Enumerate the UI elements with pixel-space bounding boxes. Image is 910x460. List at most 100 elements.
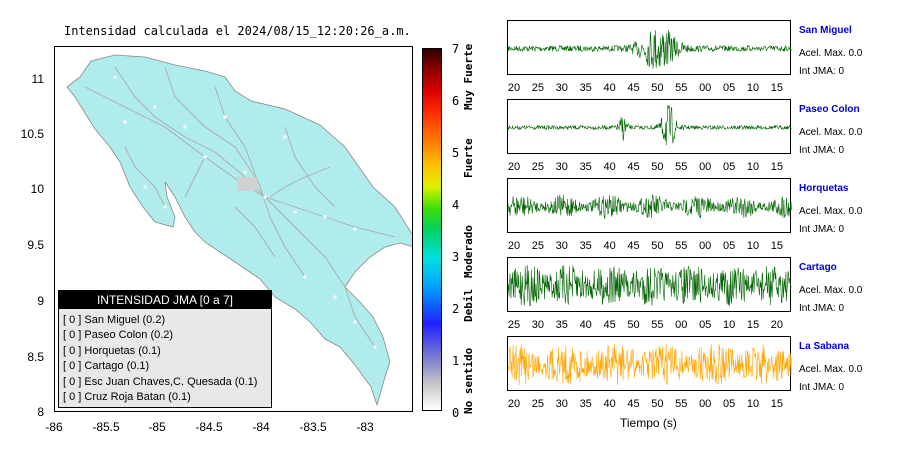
waveform-time-tick: 05 (699, 319, 712, 331)
max-acceleration: Acel. Max. 0.0 (799, 127, 863, 138)
map-y-tick: 10.5 (20, 127, 44, 141)
waveform-time-tick: 50 (651, 240, 664, 252)
waveform-time-tick: 30 (555, 398, 568, 410)
waveform-time-tick: 45 (627, 82, 640, 94)
waveform-time-tick: 25 (531, 398, 545, 410)
costa-rica-land (66, 54, 412, 407)
colorbar-tick: 6 (452, 94, 460, 108)
colorbar-label-fuerte: Fuerte (462, 138, 475, 178)
waveform-time-tick: 00 (699, 82, 712, 94)
waveform-time-tick: 25 (507, 319, 521, 331)
waveform-trace (508, 265, 792, 307)
waveform-time-tick: 20 (507, 82, 521, 94)
waveform-time-tick: 55 (675, 161, 688, 173)
waveform-time-tick: 10 (746, 161, 760, 173)
waveform-panel[interactable] (507, 178, 792, 233)
waveform-time-tick: 15 (770, 161, 784, 173)
max-acceleration: Acel. Max. 0.0 (799, 285, 863, 296)
legend-title: INTENSIDAD JMA [0 a 7] (59, 291, 271, 309)
colorbar-label-debil: Debil (462, 288, 475, 322)
waveform-time-tick: 20 (507, 161, 521, 173)
waveform-time-tick: 30 (555, 82, 568, 94)
colorbar-label-moderado: Moderado (462, 225, 475, 278)
waveform-time-tick: 55 (675, 240, 688, 252)
waveform-time-tick: 35 (579, 398, 592, 410)
legend-item-san-miguel: [ 0 ] San Miguel (0.2) (63, 314, 166, 326)
map-y-tick: 10 (30, 182, 44, 196)
station-name: Horquetas (799, 183, 849, 194)
waveform-time-tick: 50 (627, 319, 640, 331)
jma-intensity: Int JMA: 0 (799, 224, 845, 235)
waveform-line (508, 343, 792, 386)
waveform-time-tick: 45 (603, 319, 616, 331)
map-x-tick: -83 (356, 420, 374, 434)
waveform-time-tick: 35 (579, 82, 592, 94)
waveform-time-tick: 00 (675, 319, 688, 331)
waveform-time-tick: 50 (651, 82, 664, 94)
colorbar-tick: 1 (452, 354, 460, 368)
waveform-time-tick: 05 (722, 161, 736, 173)
waveform-time-tick: 40 (579, 319, 592, 331)
intensity-legend: INTENSIDAD JMA [0 a 7] [ 0 ] San Miguel … (58, 290, 272, 408)
waveform-time-tick: 20 (507, 240, 521, 252)
intensity-colorbar (422, 48, 442, 411)
colorbar-label-no-sentido: No sentido (462, 347, 475, 414)
waveform-panel[interactable] (507, 336, 792, 391)
legend-item-horquetas: [ 0 ] Horquetas (0.1) (63, 344, 161, 357)
max-acceleration: Acel. Max. 0.0 (799, 364, 863, 375)
legend-item-paseo-colon: [ 0 ] Paseo Colon (0.2) (63, 329, 174, 342)
waveform-time-tick: 45 (627, 398, 640, 410)
map-x-tick: -84.5 (195, 420, 223, 434)
colorbar-label-muy-fuerte: Muy Fuerte (462, 43, 475, 110)
waveform-time-tick: 15 (770, 240, 784, 252)
waveform-panel[interactable] (507, 99, 792, 154)
jma-intensity: Int JMA: 0 (799, 145, 845, 156)
colorbar-tick: 0 (452, 406, 460, 420)
station-name: San Miguel (799, 25, 852, 36)
map-title: Intensidad calculada el 2024/08/15_12:20… (64, 24, 411, 38)
waveform-time-tick: 10 (722, 319, 736, 331)
waveform-time-tick: 55 (675, 398, 688, 410)
waveform-panel[interactable] (507, 257, 792, 312)
map-y-tick: 11 (31, 72, 44, 86)
time-axis-label: Tiempo (s) (620, 416, 677, 430)
waveform-time-tick: 40 (603, 240, 616, 252)
waveform-line (508, 30, 792, 69)
colorbar-tick: 2 (452, 302, 460, 316)
waveform-time-tick: 05 (722, 398, 736, 410)
waveform-time-tick: 00 (699, 398, 712, 410)
waveform-line (508, 105, 792, 146)
costa-rica-map (66, 54, 412, 407)
map-x-tick: -85.5 (92, 420, 120, 434)
waveform-time-tick: 25 (531, 82, 545, 94)
waveform-time-tick: 15 (770, 82, 784, 94)
waveform-time-tick: 45 (627, 240, 640, 252)
waveform-time-tick: 35 (579, 240, 592, 252)
waveform-time-tick: 30 (555, 240, 568, 252)
jma-intensity: Int JMA: 0 (799, 382, 845, 393)
waveform-time-tick: 35 (579, 161, 592, 173)
map-x-tick: -83.5 (299, 420, 327, 434)
waveform-time-tick: 05 (722, 82, 736, 94)
max-acceleration: Acel. Max. 0.0 (799, 48, 863, 59)
waveform-time-tick: 10 (746, 240, 760, 252)
waveform-panel[interactable] (507, 20, 792, 75)
map-y-tick: 9.5 (27, 238, 44, 252)
waveform-time-tick: 50 (651, 161, 664, 173)
waveform-time-tick: 20 (507, 398, 521, 410)
waveform-time-tick: 35 (555, 319, 568, 331)
map-x-tick: -84 (252, 420, 270, 434)
legend-item-esc-juan-chaves: [ 0 ] Esc Juan Chaves,C. Quesada (0.1) (63, 375, 258, 388)
waveform-time-tick: 00 (699, 240, 712, 252)
colorbar-tick: 3 (452, 250, 460, 264)
waveform-line (508, 194, 792, 219)
colorbar-tick: 5 (452, 146, 460, 160)
map-x-tick: -86 (45, 420, 63, 434)
max-acceleration: Acel. Max. 0.0 (799, 206, 863, 217)
waveform-trace (508, 105, 792, 146)
map-x-tick: -85 (148, 420, 166, 434)
waveform-time-tick: 25 (531, 240, 545, 252)
waveform-time-tick: 15 (746, 319, 760, 331)
jma-intensity: Int JMA: 0 (799, 303, 845, 314)
waveform-time-tick: 00 (699, 161, 712, 173)
